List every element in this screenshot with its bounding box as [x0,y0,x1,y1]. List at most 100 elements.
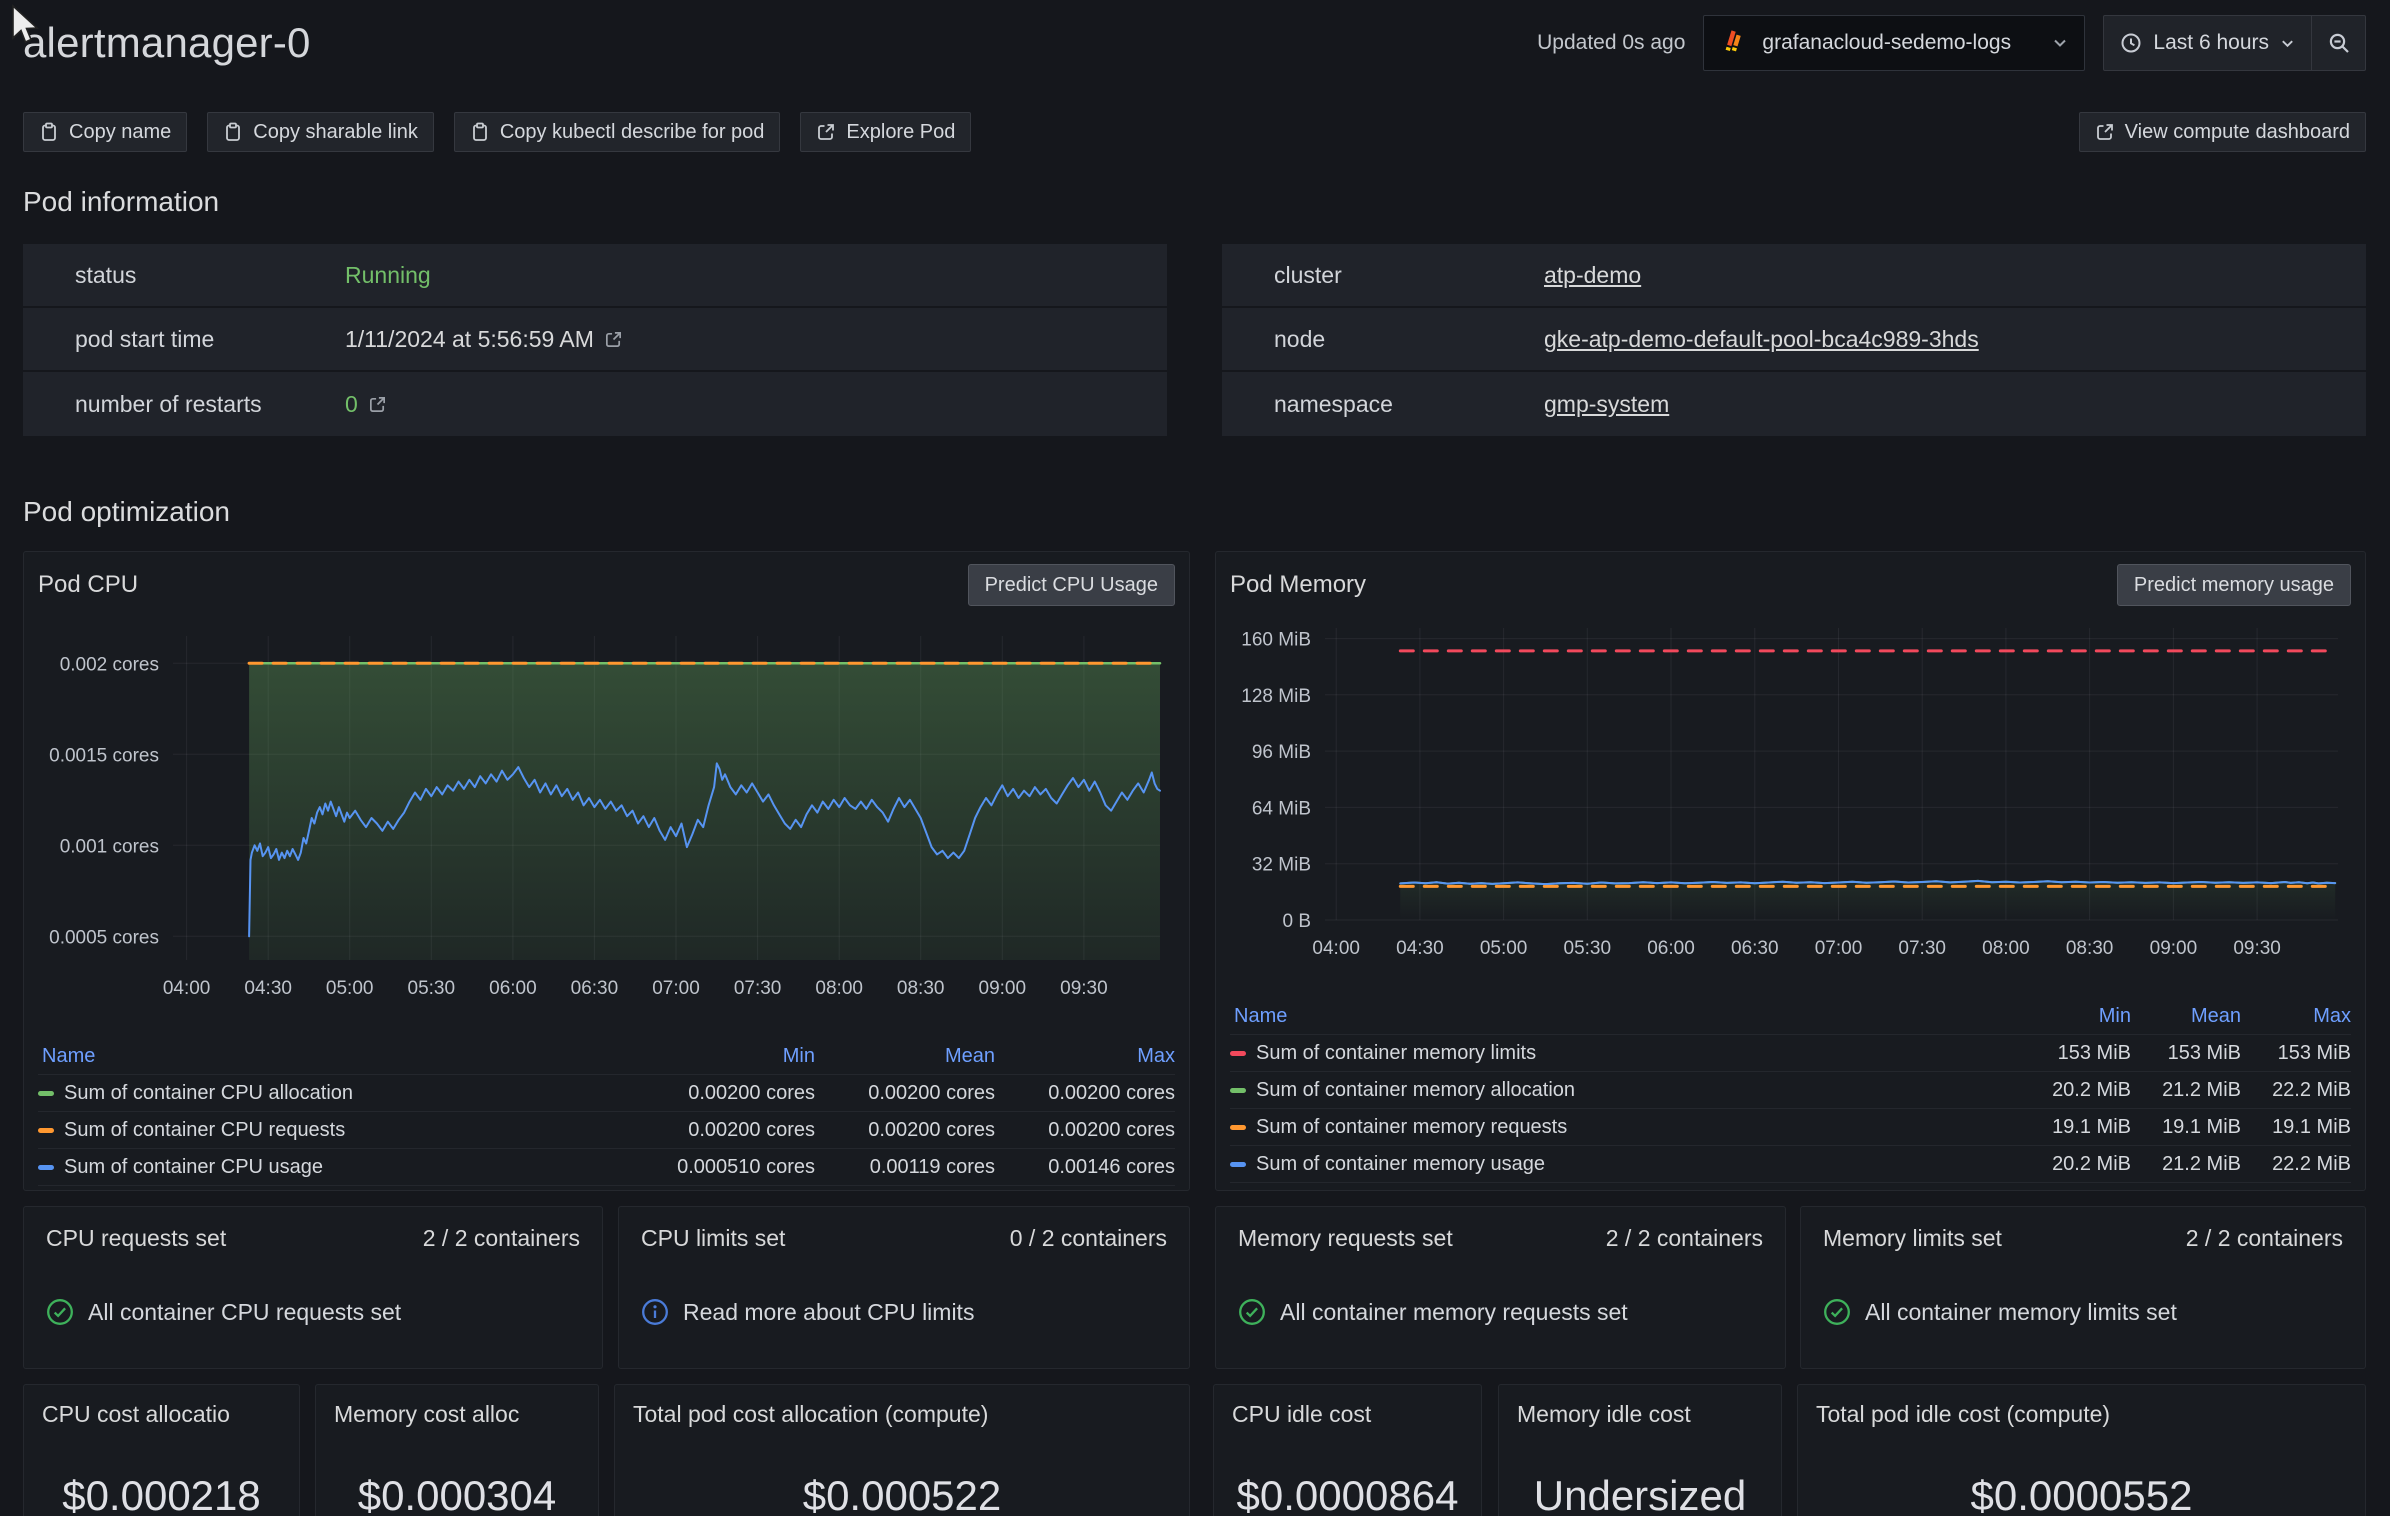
legend-value: 0.00200 cores [995,1119,1175,1142]
legend-series-name[interactable]: Sum of container CPU requests [38,1119,635,1142]
legend-swatch [1230,1162,1246,1167]
stat-value: Undersized [1517,1472,1763,1516]
legend-series-name[interactable]: Sum of container memory usage [1230,1153,2021,1176]
clock-icon [2120,32,2142,54]
total-pod-cost-allocation-card: Total pod cost allocation (compute) $0.0… [614,1384,1190,1516]
cluster-link[interactable]: atp-demo [1544,262,1641,289]
svg-text:04:30: 04:30 [244,978,292,999]
cpu-cost-allocation-card: CPU cost allocatio $0.000218 [23,1384,300,1516]
row-label: status [23,262,345,289]
time-range-picker[interactable]: Last 6 hours [2104,16,2311,70]
copy-name-button[interactable]: Copy name [23,112,187,152]
card-count: 2 / 2 containers [2186,1225,2343,1252]
external-link-icon[interactable] [368,395,387,414]
copy-sharable-link-button[interactable]: Copy sharable link [207,112,434,152]
svg-text:0 B: 0 B [1282,911,1311,932]
namespace-link[interactable]: gmp-system [1544,391,1669,418]
legend-col-min[interactable]: Min [2021,1005,2131,1028]
pod-info-table-left: status Running pod start time 1/11/2024 … [23,244,1167,436]
cpu-chart[interactable]: 0.002 cores0.0015 cores0.001 cores0.0005… [38,608,1173,1038]
svg-text:07:30: 07:30 [1898,938,1946,959]
svg-text:08:30: 08:30 [897,978,945,999]
legend-series-name[interactable]: Sum of container CPU usage [38,1156,635,1179]
zoom-out-button[interactable] [2311,16,2365,70]
card-title: Memory cost alloc [334,1401,580,1428]
datasource-picker[interactable]: grafanacloud-sedemo-logs [1703,15,2085,71]
pod-cpu-panel: Pod CPU Predict CPU Usage 0.002 cores0.0… [23,551,1190,1191]
memory-cost-allocation-card: Memory cost alloc $0.000304 [315,1384,599,1516]
legend-series-name[interactable]: Sum of container memory allocation [1230,1079,2021,1102]
card-title: CPU cost allocatio [42,1401,281,1428]
legend-series-name[interactable]: Sum of container CPU allocation [38,1082,635,1105]
legend-col-max[interactable]: Max [995,1045,1175,1068]
legend-series-name[interactable]: Sum of container memory requests [1230,1116,2021,1139]
check-circle-icon [1823,1298,1851,1326]
legend-value: 153 MiB [2131,1042,2241,1065]
memory-legend: NameMinMeanMax Sum of container memory li… [1230,998,2351,1183]
check-circle-icon [1238,1298,1266,1326]
legend-value: 22.2 MiB [2241,1079,2351,1102]
svg-text:128 MiB: 128 MiB [1241,686,1311,707]
cpu-requests-card: CPU requests set 2 / 2 containers All co… [23,1206,603,1369]
svg-text:08:00: 08:00 [815,978,863,999]
legend-col-min[interactable]: Min [635,1045,815,1068]
copy-kubectl-label: Copy kubectl describe for pod [500,121,765,144]
legend-series-name[interactable]: Sum of container memory limits [1230,1042,2021,1065]
svg-text:09:00: 09:00 [979,978,1027,999]
external-link-icon [2095,122,2115,142]
row-label: number of restarts [23,391,345,418]
predict-memory-usage-button[interactable]: Predict memory usage [2117,564,2351,606]
copy-kubectl-describe-button[interactable]: Copy kubectl describe for pod [454,112,781,152]
explore-pod-button[interactable]: Explore Pod [800,112,971,152]
svg-text:05:30: 05:30 [1564,938,1612,959]
check-circle-icon [46,1298,74,1326]
legend-value: 22.2 MiB [2241,1153,2351,1176]
row-label: namespace [1222,391,1544,418]
legend-value: 0.00119 cores [815,1156,995,1179]
pod-memory-panel: Pod Memory Predict memory usage 160 MiB1… [1215,551,2366,1191]
legend-value: 19.1 MiB [2021,1116,2131,1139]
legend-value: 0.00146 cores [995,1156,1175,1179]
stat-value: $0.000304 [334,1472,580,1516]
view-compute-dashboard-button[interactable]: View compute dashboard [2079,112,2366,152]
memory-requests-card: Memory requests set 2 / 2 containers All… [1215,1206,1786,1369]
restarts-value: 0 [345,391,358,418]
read-more-cpu-limits-link[interactable]: Read more about CPU limits [683,1299,974,1326]
legend-col-mean[interactable]: Mean [815,1045,995,1068]
stat-value: $0.0000864 [1232,1472,1463,1516]
svg-text:09:30: 09:30 [1060,978,1108,999]
svg-text:0.001 cores: 0.001 cores [60,836,159,857]
svg-text:08:30: 08:30 [2066,938,2114,959]
svg-text:160 MiB: 160 MiB [1241,630,1311,651]
legend-col-name[interactable]: Name [1230,1005,2021,1028]
copy-name-label: Copy name [69,121,171,144]
table-row-restarts: number of restarts 0 [23,372,1167,436]
legend-value: 0.00200 cores [635,1082,815,1105]
zoom-out-icon [2327,31,2351,55]
card-title: CPU requests set [46,1225,226,1252]
explore-pod-label: Explore Pod [846,121,955,144]
legend-col-mean[interactable]: Mean [2131,1005,2241,1028]
chevron-down-icon [2052,35,2068,51]
stat-value: $0.000218 [42,1472,281,1516]
legend-value: 0.00200 cores [635,1119,815,1142]
card-title: Total pod cost allocation (compute) [633,1401,1171,1428]
external-link-icon[interactable] [604,330,623,349]
card-message: All container memory requests set [1280,1299,1628,1326]
svg-text:06:00: 06:00 [1647,938,1695,959]
legend-header: NameMinMeanMax [38,1038,1175,1075]
memory-chart[interactable]: 160 MiB128 MiB96 MiB64 MiB32 MiB0 B04:00… [1230,608,2351,998]
row-label: node [1222,326,1544,353]
legend-col-name[interactable]: Name [38,1045,635,1068]
pod-info-table-right: cluster atp-demo node gke-atp-demo-defau… [1222,244,2366,436]
chevron-down-icon [2280,36,2295,51]
pod-start-time-value: 1/11/2024 at 5:56:59 AM [345,326,594,353]
legend-col-max[interactable]: Max [2241,1005,2351,1028]
legend-row: Sum of container CPU requests0.00200 cor… [38,1112,1175,1149]
pod-optimization-heading: Pod optimization [23,496,2366,528]
svg-text:64 MiB: 64 MiB [1252,798,1311,819]
svg-text:05:00: 05:00 [326,978,374,999]
predict-cpu-usage-button[interactable]: Predict CPU Usage [968,564,1175,606]
legend-row: Sum of container memory usage20.2 MiB21.… [1230,1146,2351,1183]
node-link[interactable]: gke-atp-demo-default-pool-bca4c989-3hds [1544,326,1979,353]
